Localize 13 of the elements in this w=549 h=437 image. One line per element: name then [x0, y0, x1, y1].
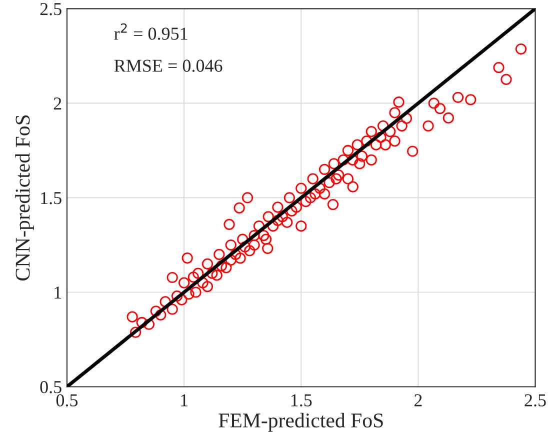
annotation: r$^{2}$ = 0.951	[114, 23, 188, 40]
y-tick-label: 2.5	[40, 3, 62, 16]
annotation: RMSE = 0.046	[114, 60, 222, 72]
x-tick-label: 1	[181, 394, 188, 406]
x-tick-label: 2.5	[524, 394, 546, 406]
x-tick-label: 2	[414, 394, 422, 406]
y-tick-label: 1	[54, 286, 62, 299]
y-tick-label: 2	[54, 98, 62, 110]
y-tick-label: 1.5	[41, 192, 62, 204]
x-axis-title: FEM-predicted FoS	[218, 412, 383, 432]
x-tick-label: 1.5	[291, 394, 312, 406]
y-tick-label: 0.5	[40, 381, 62, 394]
y-axis-title: CNN-predicted FoS	[15, 115, 34, 280]
